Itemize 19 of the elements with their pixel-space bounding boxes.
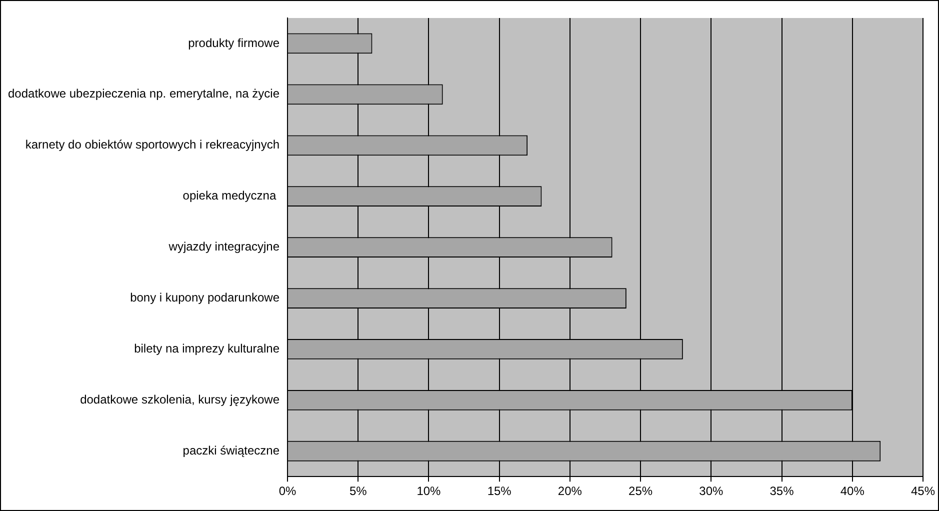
y-tick-label: karnety do obiektów sportowych i rekreacyjnych — [25, 138, 280, 152]
x-tick-label: 40% — [840, 484, 865, 498]
x-tick-label: 35% — [770, 484, 794, 498]
y-tick-label: opieka medyczna — [182, 188, 280, 203]
y-tick-label: dodatkowe ubezpieczenia np. emerytalne, na życie — [8, 86, 280, 101]
x-tick-label: 0% — [278, 484, 296, 498]
x-tick-label: 10% — [416, 484, 442, 498]
x-tick-label: 5% — [349, 484, 368, 498]
x-tick-label: 15% — [487, 484, 512, 498]
x-tick-label: 30% — [699, 484, 724, 498]
y-tick-label: produkty firmowe — [188, 36, 280, 50]
x-tick-label: 45% — [910, 484, 936, 498]
y-tick-label: paczki świąteczne — [182, 443, 280, 458]
x-tick-label: 20% — [558, 484, 582, 498]
y-tick-label: wyjazdy integracyjne — [168, 240, 280, 254]
y-tick-label: bony i kupony podarunkowe — [130, 290, 280, 305]
y-tick-label: dodatkowe szkolenia, kursy językowe — [80, 392, 280, 406]
x-tick-label: 25% — [628, 484, 653, 498]
y-tick-label: bilety na imprezy kulturalne — [134, 342, 280, 356]
